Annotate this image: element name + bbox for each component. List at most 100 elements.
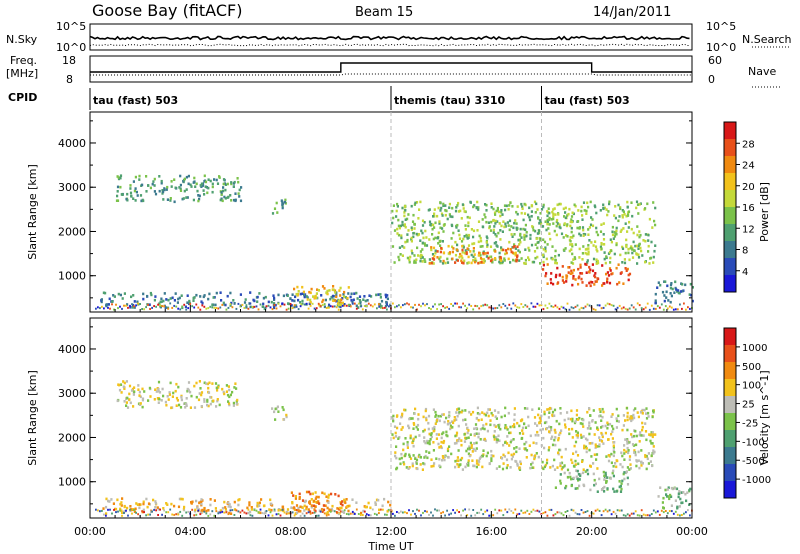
heatmap-cell [141, 398, 144, 402]
heatmap-cell [633, 451, 636, 454]
heatmap-cell [644, 239, 647, 243]
heatmap-cell [580, 306, 583, 309]
heatmap-cell [293, 299, 296, 303]
heatmap-cell [446, 261, 450, 264]
heatmap-cell [578, 308, 581, 311]
heatmap-cell [436, 256, 439, 259]
heatmap-cell [281, 204, 284, 208]
heatmap-cell [337, 299, 341, 303]
heatmap-cell [590, 241, 593, 244]
heatmap-cell [586, 472, 590, 476]
heatmap-cell [644, 514, 647, 517]
heatmap-cell [647, 250, 650, 253]
heatmap-cell [346, 505, 349, 508]
heatmap-cell [281, 203, 284, 206]
heatmap-cell [644, 207, 647, 210]
heatmap-cell [623, 477, 626, 481]
heatmap-cell [460, 456, 464, 460]
heatmap-cell [451, 206, 454, 210]
heatmap-cell [559, 431, 562, 435]
heatmap-cell [285, 512, 288, 515]
heatmap-cell [518, 239, 521, 242]
heatmap-cell [530, 302, 533, 305]
heatmap-cell [412, 454, 415, 457]
heatmap-cell [132, 294, 135, 297]
heatmap-cell [647, 239, 650, 242]
heatmap-cell [623, 213, 626, 216]
heatmap-cell [466, 431, 469, 435]
heatmap-cell [203, 400, 206, 403]
heatmap-cell [575, 418, 578, 421]
heatmap-cell [681, 289, 684, 293]
heatmap-cell [644, 455, 647, 459]
heatmap-cell [654, 223, 657, 227]
heatmap-cell [484, 413, 487, 417]
heatmap-cell [632, 231, 635, 235]
heatmap-cell [446, 509, 448, 512]
heatmap-cell [193, 306, 196, 309]
heatmap-cell [339, 502, 343, 505]
heatmap-cell [233, 514, 236, 516]
heatmap-cell [486, 429, 489, 433]
heatmap-cell [466, 514, 469, 517]
heatmap-cell [504, 222, 507, 226]
heatmap-cell [417, 217, 420, 220]
heatmap-cell [245, 512, 248, 515]
heatmap-cell [589, 200, 592, 204]
heatmap-cell [410, 239, 413, 243]
heatmap-cell [293, 514, 296, 517]
heatmap-cell [196, 506, 199, 509]
heatmap-cell [470, 443, 473, 447]
heatmap-cell [422, 415, 425, 419]
heatmap-cell [395, 215, 398, 218]
heatmap-cell [640, 464, 643, 467]
heatmap-cell [233, 386, 236, 389]
heatmap-cell [567, 212, 570, 216]
heatmap-cell [199, 184, 202, 187]
heatmap-cell [153, 184, 156, 187]
heatmap-cell [238, 195, 241, 198]
heatmap-cell [149, 186, 152, 190]
heatmap-cell [198, 380, 201, 383]
heatmap-cell [185, 404, 188, 407]
heatmap-cell [648, 433, 651, 436]
heatmap-cell [558, 511, 561, 514]
heatmap-cell [632, 240, 635, 244]
heatmap-cell [149, 308, 151, 310]
heatmap-cell [431, 257, 434, 260]
heatmap-cell [486, 304, 489, 307]
heatmap-cell [456, 456, 459, 459]
heatmap-cell [500, 224, 503, 228]
heatmap-cell [181, 306, 184, 310]
heatmap-cell [471, 459, 474, 462]
heatmap-cell [171, 513, 174, 516]
heatmap-cell [621, 247, 625, 250]
heatmap-cell [165, 403, 168, 407]
heatmap-cell [454, 465, 457, 469]
heatmap-cell [418, 434, 421, 437]
heatmap-cell [432, 464, 435, 468]
heatmap-cell [627, 251, 630, 255]
heatmap-cell [487, 257, 490, 260]
heatmap-cell [449, 215, 452, 218]
heatmap-cell [637, 244, 640, 247]
heatmap-cell [454, 240, 457, 244]
heatmap-cell [185, 397, 188, 400]
heatmap-cell [489, 419, 492, 422]
heatmap-cell [299, 305, 302, 308]
heatmap-cell [141, 510, 143, 513]
heatmap-cell [521, 426, 525, 430]
heatmap-cell [442, 431, 445, 434]
heatmap-cell [612, 469, 615, 473]
colorbar-segment [724, 464, 736, 481]
heatmap-cell [335, 295, 338, 299]
heatmap-cell [495, 436, 498, 439]
heatmap-cell [142, 508, 145, 512]
heatmap-cell [347, 509, 350, 513]
heatmap-cell [355, 291, 358, 295]
heatmap-cell [227, 400, 230, 403]
heatmap-cell [584, 305, 587, 308]
heatmap-cell [419, 239, 422, 242]
heatmap-cell [475, 462, 479, 465]
heatmap-cell [466, 235, 469, 239]
